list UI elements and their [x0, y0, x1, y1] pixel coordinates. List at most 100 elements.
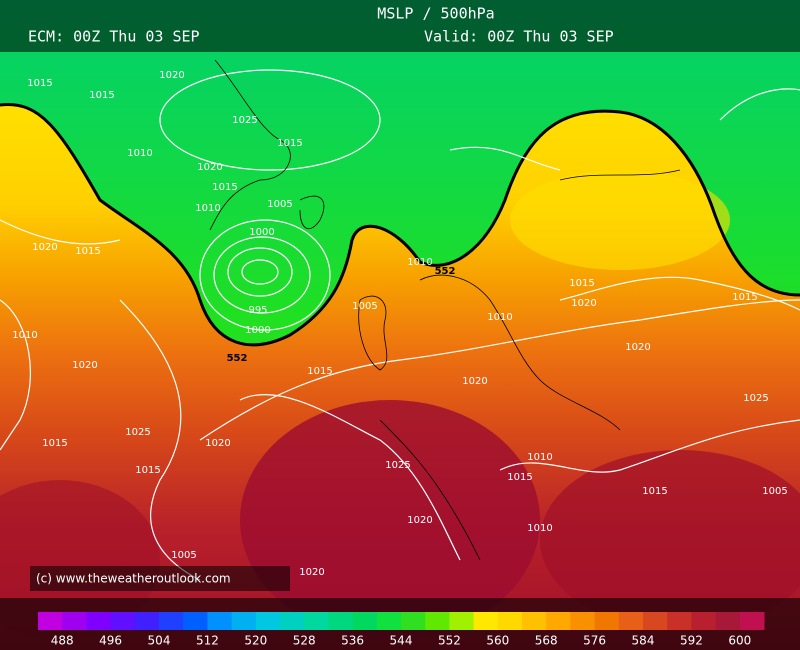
- colorbar-label: 560: [486, 634, 509, 648]
- colorbar-swatch: [134, 612, 160, 630]
- colorbar-swatch: [376, 612, 402, 630]
- isobar-label: 1010: [407, 257, 432, 268]
- isobar-label: 1020: [32, 242, 57, 253]
- isobar-label: 1015: [212, 182, 237, 193]
- isobar-label: 1000: [245, 325, 270, 336]
- map-title: MSLP / 500hPa: [377, 5, 494, 23]
- isobar-label: 1025: [743, 393, 768, 404]
- colorbar-label: 552: [438, 634, 461, 648]
- colorbar-label: 576: [583, 634, 606, 648]
- isobar-label: 1020: [205, 438, 230, 449]
- colorbar-label: 544: [390, 634, 413, 648]
- colorbar-label: 600: [728, 634, 751, 648]
- colorbar-swatch: [715, 612, 741, 630]
- isobar-label: 1015: [135, 465, 160, 476]
- colorbar-swatch: [280, 612, 305, 630]
- copyright-box: [30, 566, 290, 591]
- colorbar-label: 584: [632, 634, 655, 648]
- isobar-label: 1015: [507, 472, 532, 483]
- isobar-label: 1020: [571, 298, 596, 309]
- colorbar: 488 496 504 512 520 528 536 544 552 560 568 576 584 5…: [38, 612, 765, 648]
- isobar-label: 1005: [762, 486, 787, 497]
- colorbar-label: 568: [535, 634, 558, 648]
- colorbar-swatch: [207, 612, 233, 630]
- isobar-label: 1010: [195, 203, 220, 214]
- isobar-label: 1015: [307, 366, 332, 377]
- colorbar-swatch: [473, 612, 499, 630]
- contour-label: 552: [435, 266, 456, 277]
- colorbar-label: 496: [99, 634, 122, 648]
- colorbar-label: 536: [341, 634, 364, 648]
- colorbar-label: 520: [244, 634, 267, 648]
- isobar-label: 1020: [197, 162, 222, 173]
- colorbar-label: 488: [51, 634, 74, 648]
- colorbar-swatch: [497, 612, 523, 630]
- colorbar-swatch: [425, 612, 450, 630]
- copyright: (c) www.theweatheroutlook.com: [36, 572, 231, 586]
- isobar-label: 1015: [42, 438, 67, 449]
- isobar-label: 1010: [487, 312, 512, 323]
- isobar-label: 1015: [732, 292, 757, 303]
- colorbar-swatch: [522, 612, 547, 630]
- colorbar-swatch: [618, 612, 644, 630]
- isobar-label: 1015: [75, 246, 100, 257]
- isobar-label: 1020: [462, 376, 487, 387]
- colorbar-swatch: [449, 612, 475, 630]
- isobar-label: 1015: [89, 90, 114, 101]
- colorbar-label: 592: [680, 634, 703, 648]
- colorbar-swatch: [183, 612, 208, 630]
- isobar-label: 1010: [527, 452, 552, 463]
- isobar-label: 995: [248, 305, 267, 316]
- isobar-label: 1010: [127, 148, 152, 159]
- colorbar-swatch: [110, 612, 136, 630]
- isobar-label: 1005: [352, 301, 377, 312]
- isobar-label: 1015: [569, 278, 594, 289]
- valid-time: Valid: 00Z Thu 03 SEP: [424, 28, 614, 46]
- isobar-label: 1005: [171, 550, 196, 561]
- isobar-label: 1015: [642, 486, 667, 497]
- colorbar-swatch: [86, 612, 112, 630]
- colorbar-swatch: [62, 612, 87, 630]
- colorbar-swatch: [231, 612, 257, 630]
- isobar-label: 1020: [159, 70, 184, 81]
- isobar-label: 1020: [299, 567, 324, 578]
- isobar-label: 1025: [125, 427, 150, 438]
- isobar-label: 1015: [27, 78, 52, 89]
- colorbar-swatch: [352, 612, 378, 630]
- colorbar-swatch: [401, 612, 426, 630]
- isobar-label: 1025: [385, 460, 410, 471]
- isobar-label: 1010: [12, 330, 37, 341]
- colorbar-swatch: [255, 612, 281, 630]
- model-run: ECM: 00Z Thu 03 SEP: [28, 28, 200, 46]
- colorbar-swatch: [739, 612, 765, 630]
- isobar-label: 1015: [277, 138, 302, 149]
- colorbar-label: 504: [148, 634, 171, 648]
- isobar-label: 1000: [249, 227, 274, 238]
- isobar-label: 1020: [72, 360, 97, 371]
- colorbar-swatch: [667, 612, 692, 630]
- colorbar-label: 512: [196, 634, 219, 648]
- colorbar-swatch: [691, 612, 717, 630]
- coastlines: [209, 59, 681, 561]
- colorbar-label: 528: [293, 634, 316, 648]
- isobar-label: 1010: [527, 523, 552, 534]
- colorbar-swatch: [643, 612, 668, 630]
- isobar-labels: 1020 1015 1015 1025 1015 1010 1020 1015 1010 1005…: [12, 70, 787, 578]
- contour-label: 552: [227, 353, 248, 364]
- colorbar-swatch: [304, 612, 329, 630]
- header-bar: [0, 0, 800, 52]
- colorbar-swatch: [546, 612, 571, 630]
- colorbar-swatch: [594, 612, 620, 630]
- isobar-label: 1005: [267, 199, 292, 210]
- colorbar-swatch: [328, 612, 354, 630]
- colorbar-swatch: [38, 612, 63, 630]
- isobar-label: 1020: [407, 515, 432, 526]
- colorbar-swatch: [570, 612, 596, 630]
- isobars: [0, 69, 800, 581]
- colorbar-swatch: [159, 612, 184, 630]
- contour-552: [0, 102, 800, 347]
- isobar-label: 1025: [232, 115, 257, 126]
- isobar-label: 1020: [625, 342, 650, 353]
